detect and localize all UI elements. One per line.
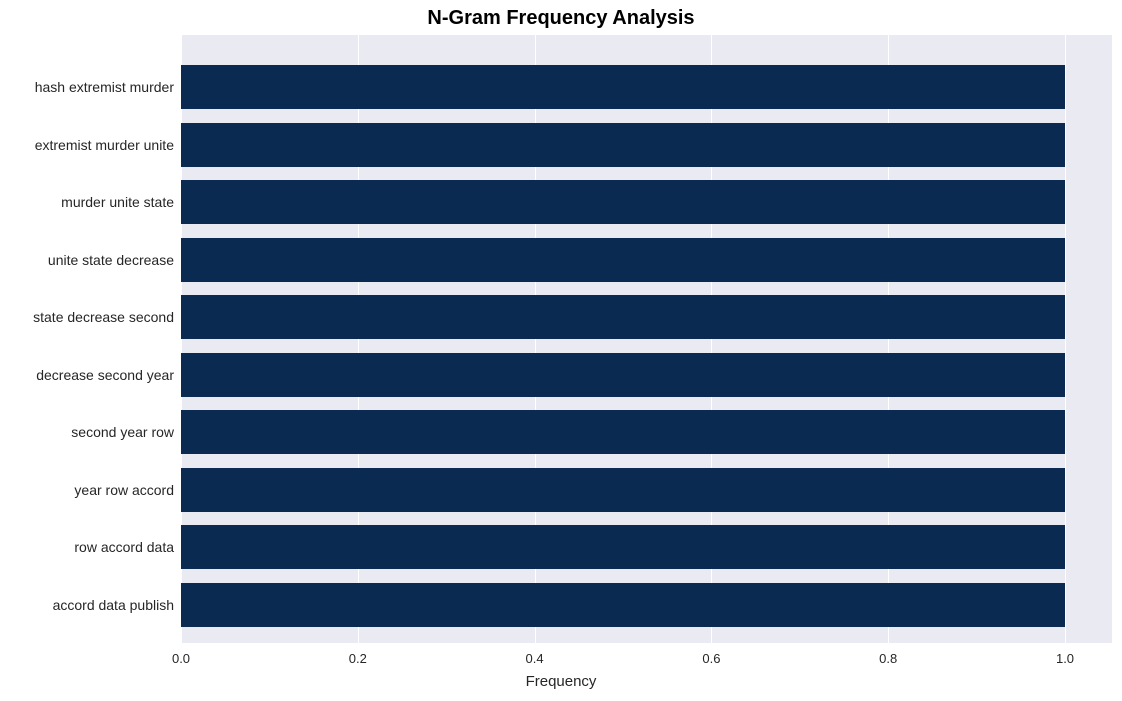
bar [181,238,1065,282]
grid-line [1065,35,1066,643]
y-category-label: state decrease second [33,309,174,325]
x-tick-label: 0.2 [349,651,367,666]
y-category-label: decrease second year [36,367,174,383]
y-category-label: extremist murder unite [35,137,174,153]
x-tick-label: 0.0 [172,651,190,666]
chart-title: N-Gram Frequency Analysis [0,7,1122,30]
x-axis-title: Frequency [0,673,1122,690]
bar [181,180,1065,224]
ngram-frequency-chart: N-Gram Frequency Analysis Frequency 0.0 0… [0,0,1122,701]
bar [181,353,1065,397]
bar [181,583,1065,627]
plot-area [181,35,1112,643]
y-category-label: murder unite state [61,194,174,210]
x-tick-label: 1.0 [1056,651,1074,666]
bar [181,410,1065,454]
x-tick-label: 0.4 [526,651,544,666]
x-tick-label: 0.6 [702,651,720,666]
bar [181,525,1065,569]
y-category-label: second year row [71,424,174,440]
x-tick-label: 0.8 [879,651,897,666]
bar [181,123,1065,167]
y-category-label: year row accord [74,482,174,498]
bar [181,468,1065,512]
y-category-label: hash extremist murder [35,79,174,95]
y-category-label: row accord data [74,539,174,555]
bar [181,295,1065,339]
y-category-label: unite state decrease [48,252,174,268]
bar [181,65,1065,109]
y-category-label: accord data publish [53,597,174,613]
